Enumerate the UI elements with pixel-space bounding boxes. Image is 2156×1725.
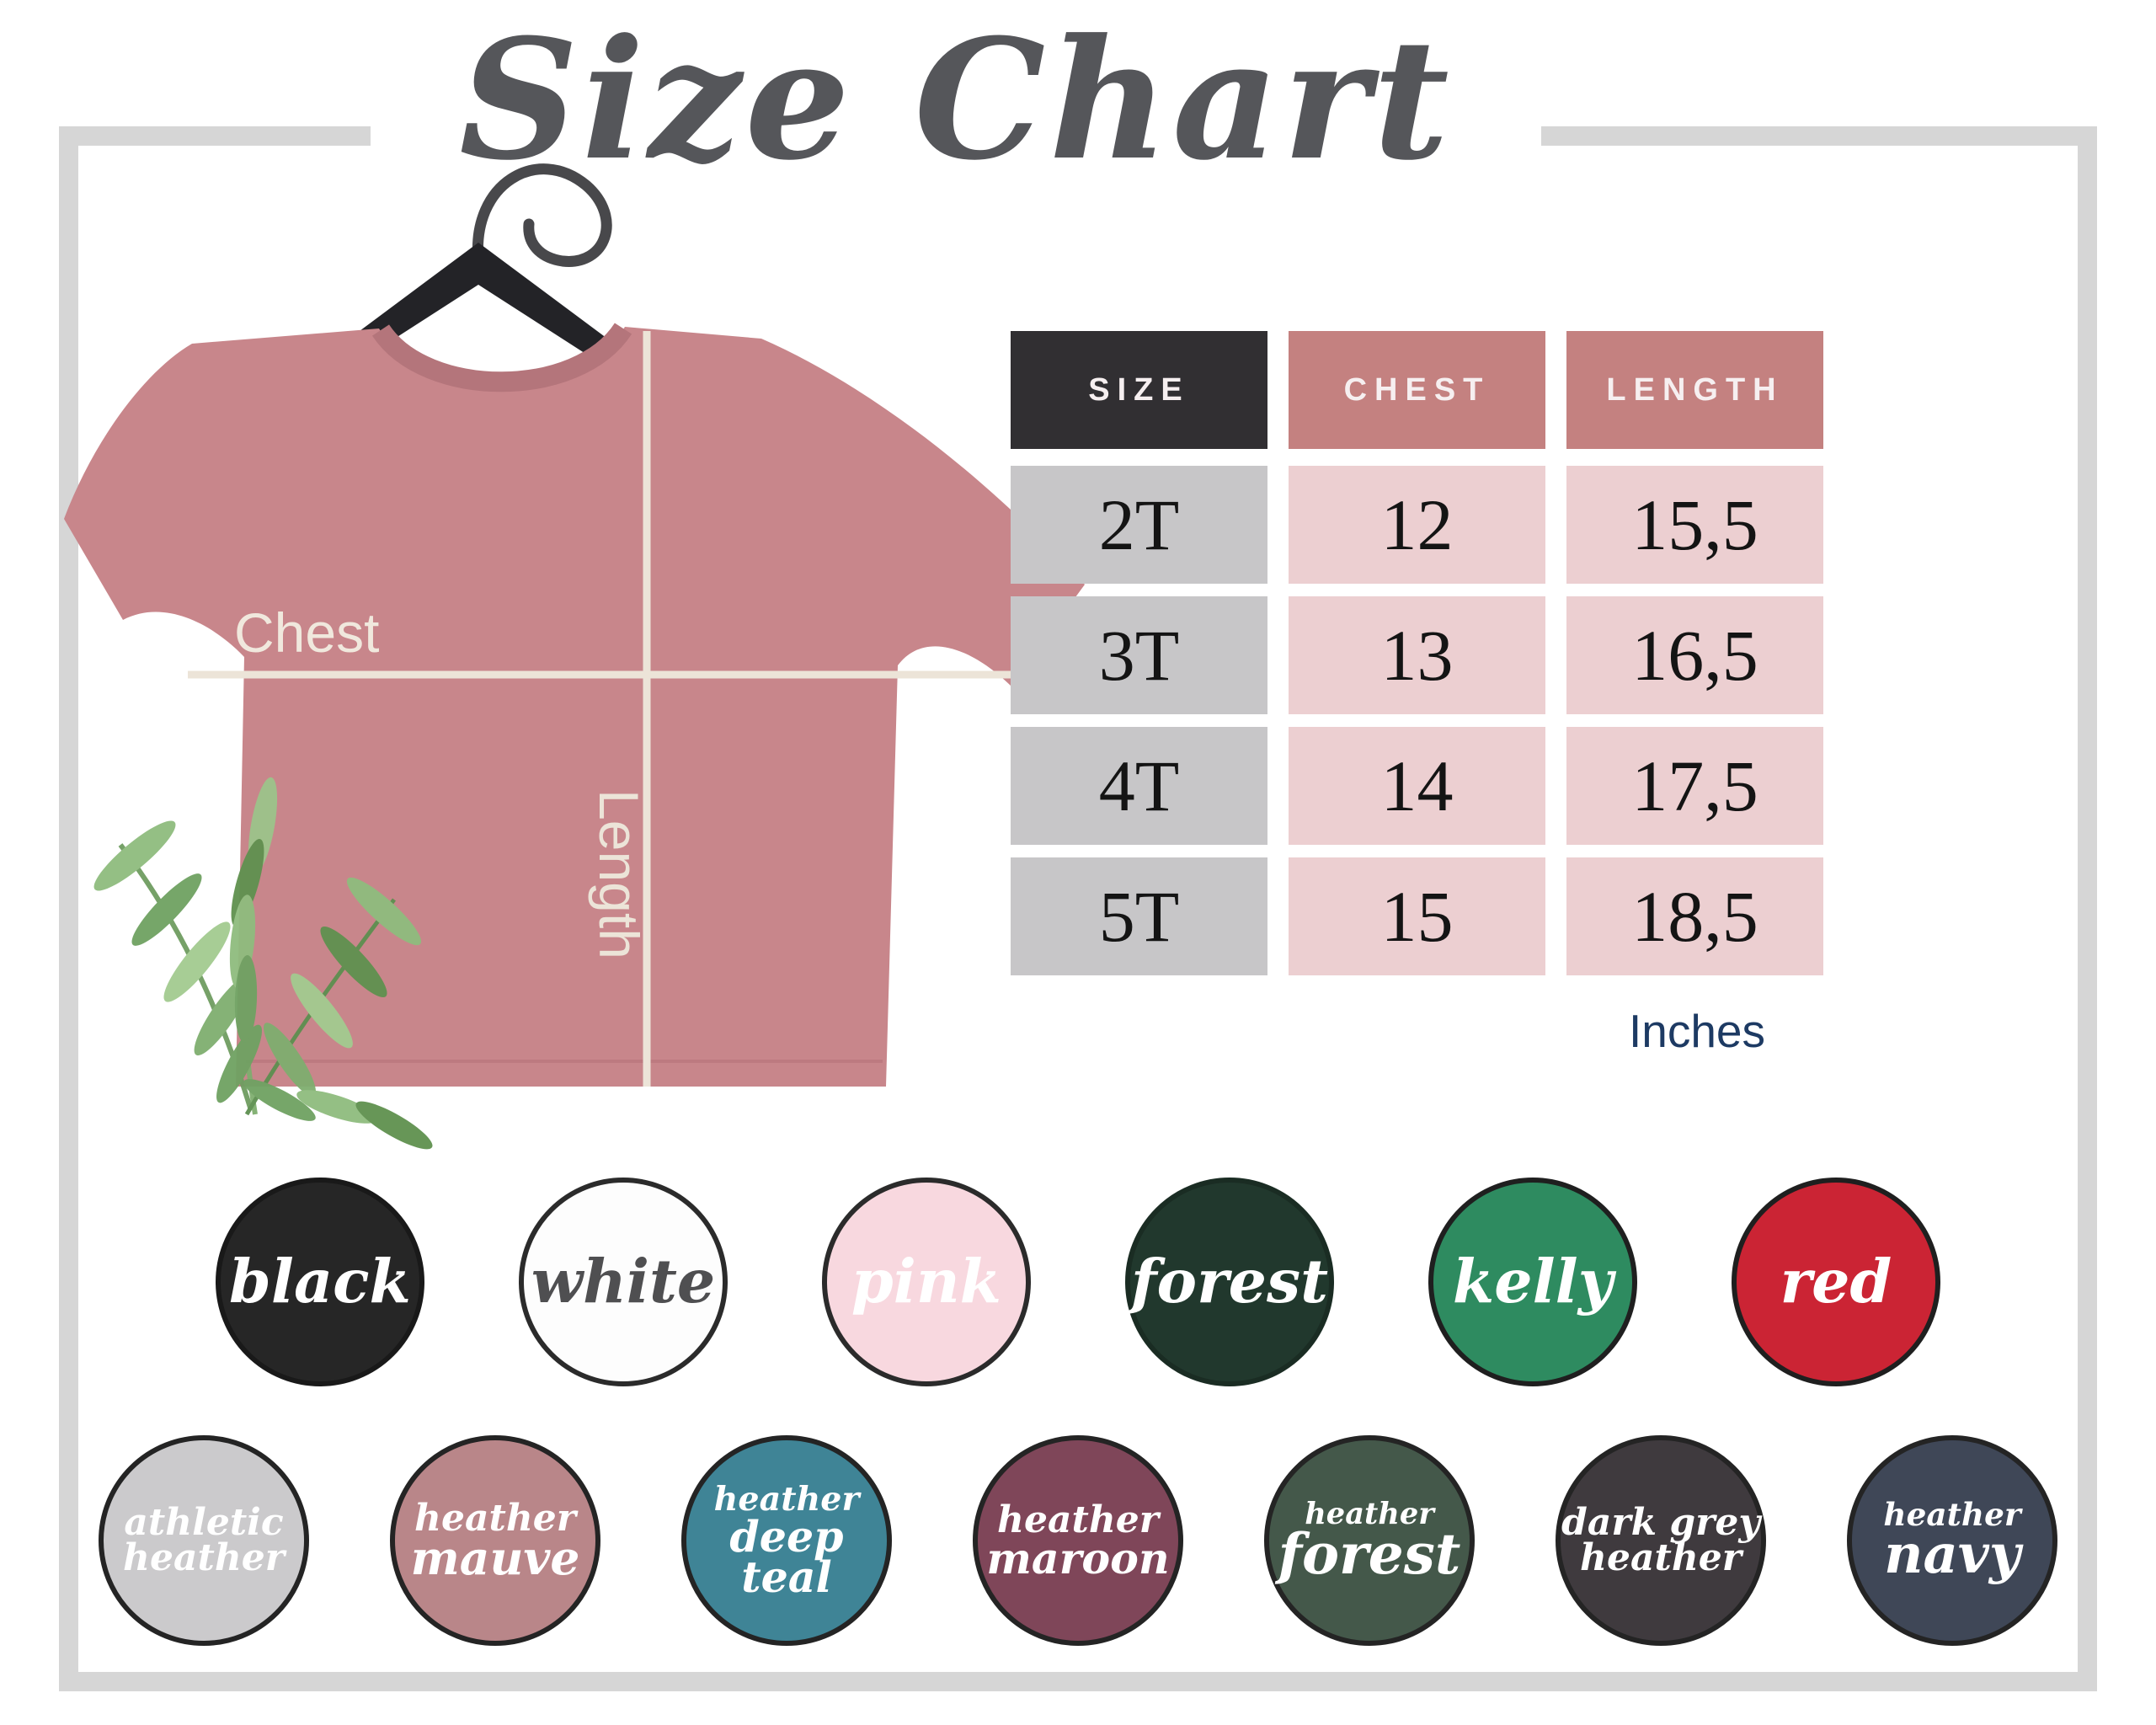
size-table-row-5T: 5T 15 18,5 — [1011, 857, 1828, 975]
swatch-label: forest — [1130, 1246, 1329, 1317]
swatch-heather-maroon: heather maroon — [973, 1435, 1183, 1646]
swatch-label: navy — [1884, 1523, 2020, 1587]
size-table-rows: 2T 12 15,5 3T 13 16,5 4T 14 17,5 5T 15 18,5 — [1011, 466, 1828, 975]
swatch-label: dark grey — [1561, 1501, 1760, 1545]
swatch-label: kelly — [1452, 1246, 1614, 1317]
swatch-heather-mauve: heather mauve — [390, 1435, 600, 1646]
swatch-label: heather — [1580, 1536, 1742, 1579]
cell-chest-3T: 13 — [1289, 596, 1545, 714]
swatch-label: forest — [1278, 1521, 1461, 1588]
swatch-dark-grey-heather: dark grey heather — [1556, 1435, 1766, 1646]
chest-label: Chest — [234, 601, 379, 664]
header-cell-length: LENGTH — [1566, 331, 1823, 449]
swatch-label: heather — [123, 1536, 285, 1579]
size-table-row-4T: 4T 14 17,5 — [1011, 727, 1828, 845]
color-swatch-row-heather: athletic heather heather mauve heather deep t… — [0, 1435, 2156, 1646]
hanger-hook-icon — [472, 163, 612, 267]
swatch-label: heather — [414, 1496, 576, 1540]
cell-chest-2T: 12 — [1289, 466, 1545, 584]
swatch-label: black — [229, 1246, 411, 1317]
color-swatch-row-solid: black white pink forest kelly red — [0, 1178, 2156, 1386]
swatch-black: black — [216, 1178, 424, 1386]
swatch-label: red — [1780, 1246, 1892, 1317]
collar-ribbing — [371, 323, 632, 393]
cell-size-2T: 2T — [1011, 466, 1267, 584]
tshirt-illustration: Chest Length — [64, 163, 1085, 1150]
swatch-forest: forest — [1125, 1178, 1334, 1386]
swatch-label: pink — [851, 1246, 1002, 1317]
cell-length-4T: 17,5 — [1566, 727, 1823, 845]
swatch-heather-forest: heather forest — [1264, 1435, 1475, 1646]
size-table-row-3T: 3T 13 16,5 — [1011, 596, 1828, 714]
swatch-label: white — [531, 1246, 716, 1317]
swatch-heather-deep-teal: heather deep teal — [681, 1435, 892, 1646]
swatch-label: heather — [997, 1498, 1159, 1542]
tshirt-shape — [64, 327, 1085, 1087]
cell-size-4T: 4T — [1011, 727, 1267, 845]
swatch-heather-navy: heather navy — [1847, 1435, 2057, 1646]
swatch-kelly: kelly — [1428, 1178, 1637, 1386]
swatch-label: heather — [1883, 1495, 2021, 1533]
cell-length-2T: 15,5 — [1566, 466, 1823, 584]
swatch-label: athletic — [124, 1501, 284, 1545]
swatch-pink: pink — [822, 1178, 1031, 1386]
units-label: Inches — [1628, 1005, 1766, 1057]
size-table-header: SIZE CHEST LENGTH — [1011, 331, 1828, 449]
header-cell-size: SIZE — [1011, 331, 1267, 449]
page-title: Size Chart — [459, 3, 1453, 197]
cell-length-5T: 18,5 — [1566, 857, 1823, 975]
title-mask — [371, 118, 1541, 162]
swatch-label: deep teal — [729, 1510, 844, 1602]
cell-length-3T: 16,5 — [1566, 596, 1823, 714]
swatch-label: heather — [1305, 1496, 1434, 1531]
size-table-row-2T: 2T 12 15,5 — [1011, 466, 1828, 584]
header-cell-chest: CHEST — [1289, 331, 1545, 449]
cell-size-5T: 5T — [1011, 857, 1267, 975]
swatch-athletic-heather: athletic heather — [99, 1435, 309, 1646]
leaf-sprig — [93, 777, 433, 1150]
cell-chest-5T: 15 — [1289, 857, 1545, 975]
swatch-red: red — [1732, 1178, 1940, 1386]
size-table: SIZE CHEST LENGTH 2T 12 15,5 3T 13 16,5 4T 14 17… — [1011, 331, 1828, 975]
swatch-label: mauve — [410, 1530, 580, 1585]
cell-chest-4T: 14 — [1289, 727, 1545, 845]
swatch-label: heather — [713, 1480, 860, 1519]
swatch-white: white — [519, 1178, 728, 1386]
cell-size-3T: 3T — [1011, 596, 1267, 714]
length-label: Length — [588, 789, 650, 959]
swatch-label: maroon — [986, 1532, 1170, 1583]
